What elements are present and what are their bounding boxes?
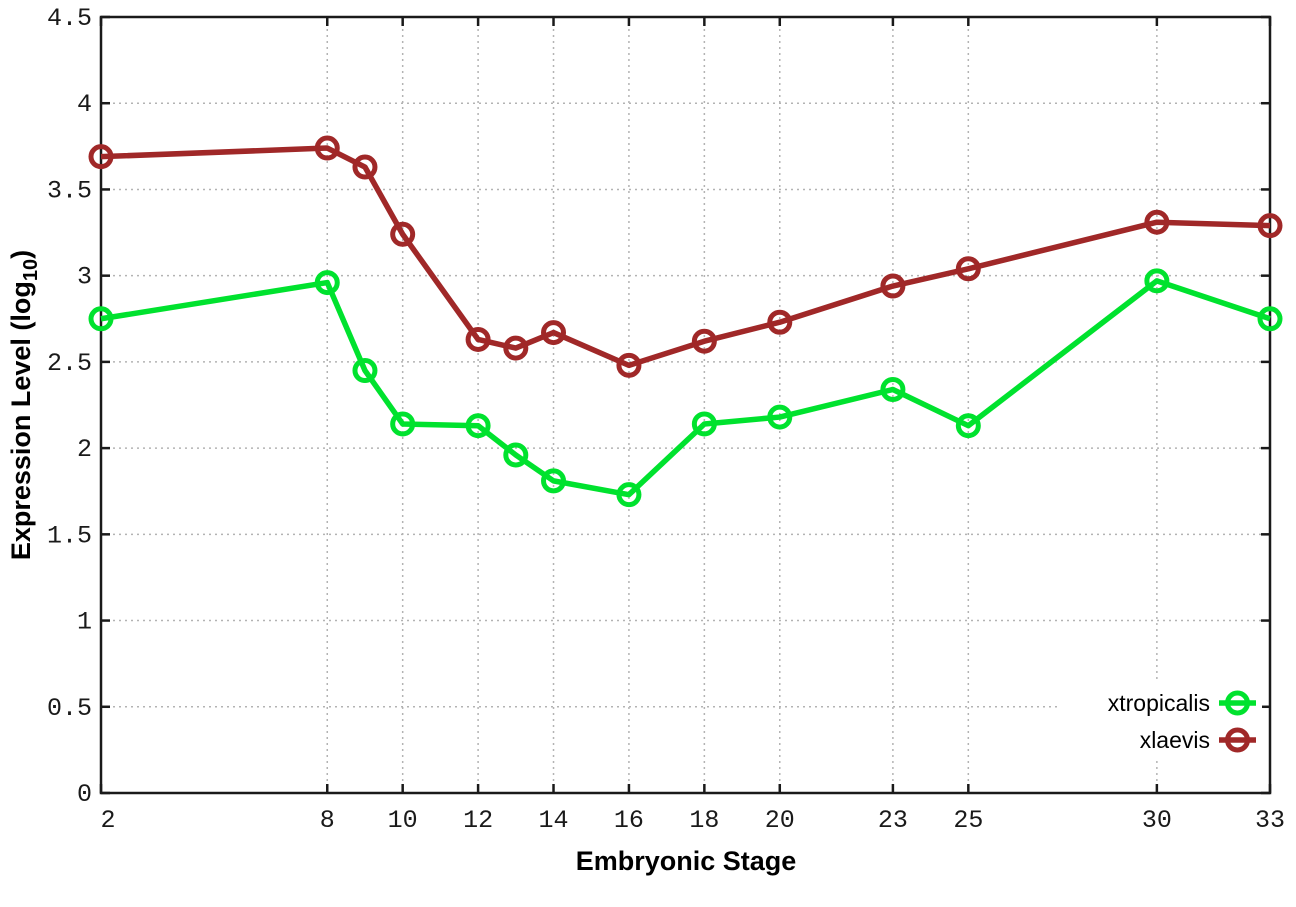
- y-tick-label: 2.5: [47, 349, 92, 378]
- x-axis-title: Embryonic Stage: [576, 846, 797, 876]
- data-point-marker: [465, 413, 491, 439]
- legend-sample-marker-xtropicalis: [1225, 690, 1250, 716]
- x-tick-label: 10: [388, 806, 418, 835]
- y-axis-title-suffix: ): [6, 250, 36, 259]
- y-axis-title-prefix: Expression Level (log: [6, 281, 36, 560]
- data-point-marker: [541, 320, 567, 346]
- data-point-marker: [314, 135, 340, 161]
- x-tick-label: 18: [689, 806, 719, 835]
- legend-sample-marker-xlaevis: [1225, 727, 1250, 753]
- data-point-marker: [767, 404, 793, 430]
- data-point-marker: [503, 442, 529, 468]
- data-point-marker: [88, 144, 114, 170]
- y-tick-label: 3: [77, 263, 92, 292]
- x-tick-label: 8: [320, 806, 335, 835]
- data-point-marker: [880, 376, 906, 402]
- data-point-marker: [767, 309, 793, 335]
- data-point-marker: [1144, 268, 1170, 294]
- y-tick-label: 4.5: [47, 4, 92, 33]
- x-axis-title-text: Embryonic Stage: [576, 846, 797, 876]
- data-point-marker: [616, 482, 642, 508]
- data-point-marker: [390, 221, 416, 247]
- y-tick-label: 1: [77, 608, 92, 637]
- legend: xtropicalis xlaevis: [1060, 683, 1262, 761]
- y-tick-label: 4: [77, 90, 92, 119]
- x-tick-label: 30: [1142, 806, 1172, 835]
- data-point-marker: [541, 468, 567, 494]
- series-xlaevis: [88, 135, 1283, 378]
- series-xtropicalis: [88, 268, 1283, 508]
- y-tick-label: 2: [77, 435, 92, 464]
- x-tick-label: 2: [100, 806, 115, 835]
- series-line-xlaevis: [100, 145, 1271, 369]
- data-point-marker: [352, 358, 378, 384]
- plot-border: [99, 15, 1272, 795]
- series-layer: [88, 135, 1283, 508]
- data-point-marker: [955, 256, 981, 282]
- x-tick-label: 25: [953, 806, 983, 835]
- data-point-marker: [503, 335, 529, 361]
- data-point-marker: [390, 411, 416, 437]
- legend-label-xtropicalis: xtropicalis: [1108, 690, 1210, 716]
- legend-label-xlaevis: xlaevis: [1140, 727, 1210, 753]
- data-point-marker: [616, 352, 642, 378]
- y-tick-label: 1.5: [47, 521, 92, 550]
- x-tick-label: 20: [765, 806, 795, 835]
- x-tick-label: 14: [539, 806, 569, 835]
- grid-layer: [101, 17, 1270, 793]
- data-point-marker: [955, 413, 981, 439]
- y-tick-label: 3.5: [47, 176, 92, 205]
- y-tick-label: 0: [77, 780, 92, 809]
- data-point-marker: [691, 328, 717, 354]
- x-tick-label: 33: [1255, 806, 1285, 835]
- tick-layer: [99, 15, 1272, 795]
- data-point-marker: [465, 326, 491, 352]
- series-line-xtropicalis: [100, 278, 1271, 498]
- data-point-marker: [352, 154, 378, 180]
- data-point-marker: [880, 273, 906, 299]
- data-point-marker: [314, 270, 340, 296]
- data-point-marker: [88, 306, 114, 332]
- x-tick-label: 12: [463, 806, 493, 835]
- data-point-marker: [1144, 209, 1170, 235]
- y-axis-title: Expression Level (log10): [6, 250, 42, 560]
- y-tick-label: 0.5: [47, 694, 92, 723]
- data-point-marker: [1257, 213, 1283, 239]
- x-tick-label: 16: [614, 806, 644, 835]
- tick-label-layer: 2 8 10 12 14 16 18 20 23 25 30 33 0 0.5 1 1.5 2 2.5 3 3.5 4 4…: [47, 4, 1285, 835]
- data-point-marker: [691, 411, 717, 437]
- data-point-marker: [1257, 306, 1283, 332]
- y-axis-title-subscript: 10: [20, 259, 42, 281]
- x-tick-label: 23: [878, 806, 908, 835]
